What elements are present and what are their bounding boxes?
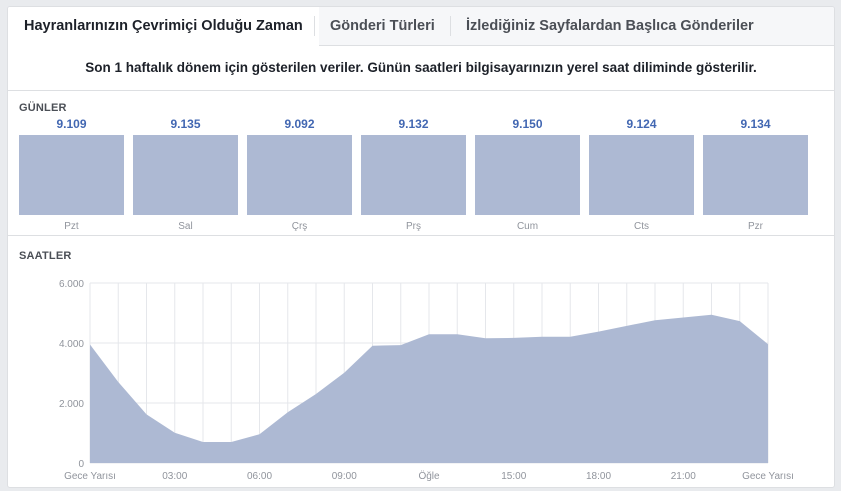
- x-tick-label: Gece Yarısı: [64, 471, 116, 482]
- hour-data-point[interactable]: [625, 324, 629, 328]
- hour-data-point[interactable]: [145, 412, 149, 416]
- day-bar[interactable]: [19, 135, 124, 215]
- x-tick-label: 03:00: [162, 471, 187, 482]
- hours-chart: 0 2.000 4.000 6.000 Gece Yarısı 03:00 06:00 09:…: [59, 279, 794, 482]
- day-bar[interactable]: [475, 135, 580, 215]
- insights-panel: Hayranlarınızın Çevrimiçi Olduğu Zaman G…: [7, 6, 835, 488]
- day-label: Pzt: [64, 221, 79, 232]
- x-tick-label: Öğle: [418, 470, 440, 482]
- x-tick-label: 18:00: [586, 471, 611, 482]
- hour-data-point[interactable]: [371, 344, 375, 348]
- hour-data-point[interactable]: [597, 330, 601, 334]
- hour-data-point[interactable]: [568, 335, 572, 339]
- hour-data-point[interactable]: [314, 392, 318, 396]
- day-bar[interactable]: [133, 135, 238, 215]
- x-tick-label: 09:00: [332, 471, 357, 482]
- day-value: 9.124: [626, 117, 657, 131]
- x-tick-label: 06:00: [247, 471, 272, 482]
- hour-data-point[interactable]: [484, 336, 488, 340]
- hour-data-point[interactable]: [540, 335, 544, 339]
- day-label: Pzr: [748, 221, 763, 232]
- day-bar[interactable]: [361, 135, 466, 215]
- tab-fans-online[interactable]: Hayranlarınızın Çevrimiçi Olduğu Zaman: [8, 7, 319, 46]
- hour-data-point[interactable]: [710, 313, 714, 317]
- hour-data-point[interactable]: [286, 410, 290, 414]
- hour-data-point[interactable]: [766, 342, 770, 346]
- day-value: 9.092: [284, 117, 315, 131]
- day-label: Cts: [634, 221, 649, 232]
- tab-top-posts-from-pages[interactable]: İzlediğiniz Sayfalardan Başlıca Gönderil…: [466, 18, 754, 34]
- day-value: 9.134: [740, 117, 771, 131]
- hour-data-point[interactable]: [88, 343, 92, 347]
- hour-data-point[interactable]: [427, 332, 431, 336]
- hour-data-point[interactable]: [653, 318, 657, 322]
- day-value: 9.135: [170, 117, 201, 131]
- hour-data-point[interactable]: [681, 316, 685, 320]
- day-bar[interactable]: [703, 135, 808, 215]
- days-section-title: GÜNLER: [19, 102, 67, 114]
- x-tick-label: Gece Yarısı: [742, 471, 794, 482]
- day-bar[interactable]: [589, 135, 694, 215]
- hours-area-series[interactable]: [90, 314, 768, 463]
- hours-section-title: SAATLER: [19, 250, 72, 262]
- y-tick-label: 6.000: [59, 279, 84, 290]
- tab-post-types[interactable]: Gönderi Türleri: [330, 18, 435, 34]
- day-label: Prş: [406, 221, 421, 232]
- day-value: 9.132: [398, 117, 429, 131]
- tab-bar: Hayranlarınızın Çevrimiçi Olduğu Zaman G…: [8, 7, 834, 46]
- hour-data-point[interactable]: [738, 319, 742, 323]
- day-label: Sal: [178, 221, 193, 232]
- x-tick-label: 15:00: [501, 471, 526, 482]
- hour-data-point[interactable]: [399, 343, 403, 347]
- y-tick-label: 0: [78, 459, 84, 470]
- hour-data-point[interactable]: [201, 440, 205, 444]
- hour-data-point[interactable]: [258, 432, 262, 436]
- hour-data-point[interactable]: [173, 431, 177, 435]
- hour-data-point[interactable]: [229, 440, 233, 444]
- hour-data-point[interactable]: [116, 380, 120, 384]
- tab-separator: [314, 16, 315, 36]
- day-label: Cum: [516, 221, 539, 232]
- y-tick-label: 2.000: [59, 399, 84, 410]
- y-tick-label: 4.000: [59, 339, 84, 350]
- day-value: 9.109: [56, 117, 87, 131]
- hour-data-point[interactable]: [455, 332, 459, 336]
- day-value: 9.150: [512, 117, 543, 131]
- day-bar[interactable]: [247, 135, 352, 215]
- hour-data-point[interactable]: [342, 371, 346, 375]
- tab-separator: [450, 16, 451, 36]
- timezone-notice: Son 1 haftalık dönem için gösterilen ver…: [8, 46, 834, 91]
- x-tick-label: 21:00: [671, 471, 696, 482]
- section-divider: [8, 235, 834, 236]
- hour-data-point[interactable]: [512, 336, 516, 340]
- day-label: Çrş: [291, 221, 308, 232]
